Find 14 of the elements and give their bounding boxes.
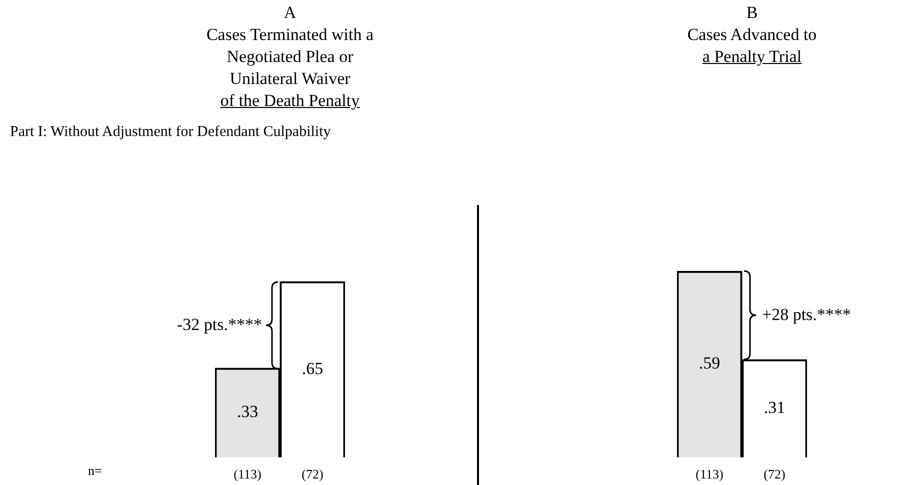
x-tick-label: (113) <box>696 466 724 482</box>
chart-title: A Cases Terminated with a Negotiated Plea or Unilateral Waiver of the Death Penalty <box>206 3 374 110</box>
annotation: +28 pts.**** <box>762 305 851 326</box>
x-tick-label: (72) <box>764 466 786 482</box>
chart-subtitle: Part I: Without Adjustment for Defendant Culpability <box>10 124 331 141</box>
text: n= <box>88 463 102 480</box>
x-tick-label: (72) <box>302 466 324 482</box>
data-label: .31 <box>764 398 786 417</box>
chart-title: B Cases Advanced to a Penalty Trial <box>687 3 817 66</box>
annotation: -32 pts.**** <box>177 314 262 335</box>
data-label: .33 <box>236 402 258 422</box>
data-label: .65 <box>302 358 324 378</box>
data-label: .59 <box>698 354 720 373</box>
x-tick-label: (113) <box>234 466 262 482</box>
